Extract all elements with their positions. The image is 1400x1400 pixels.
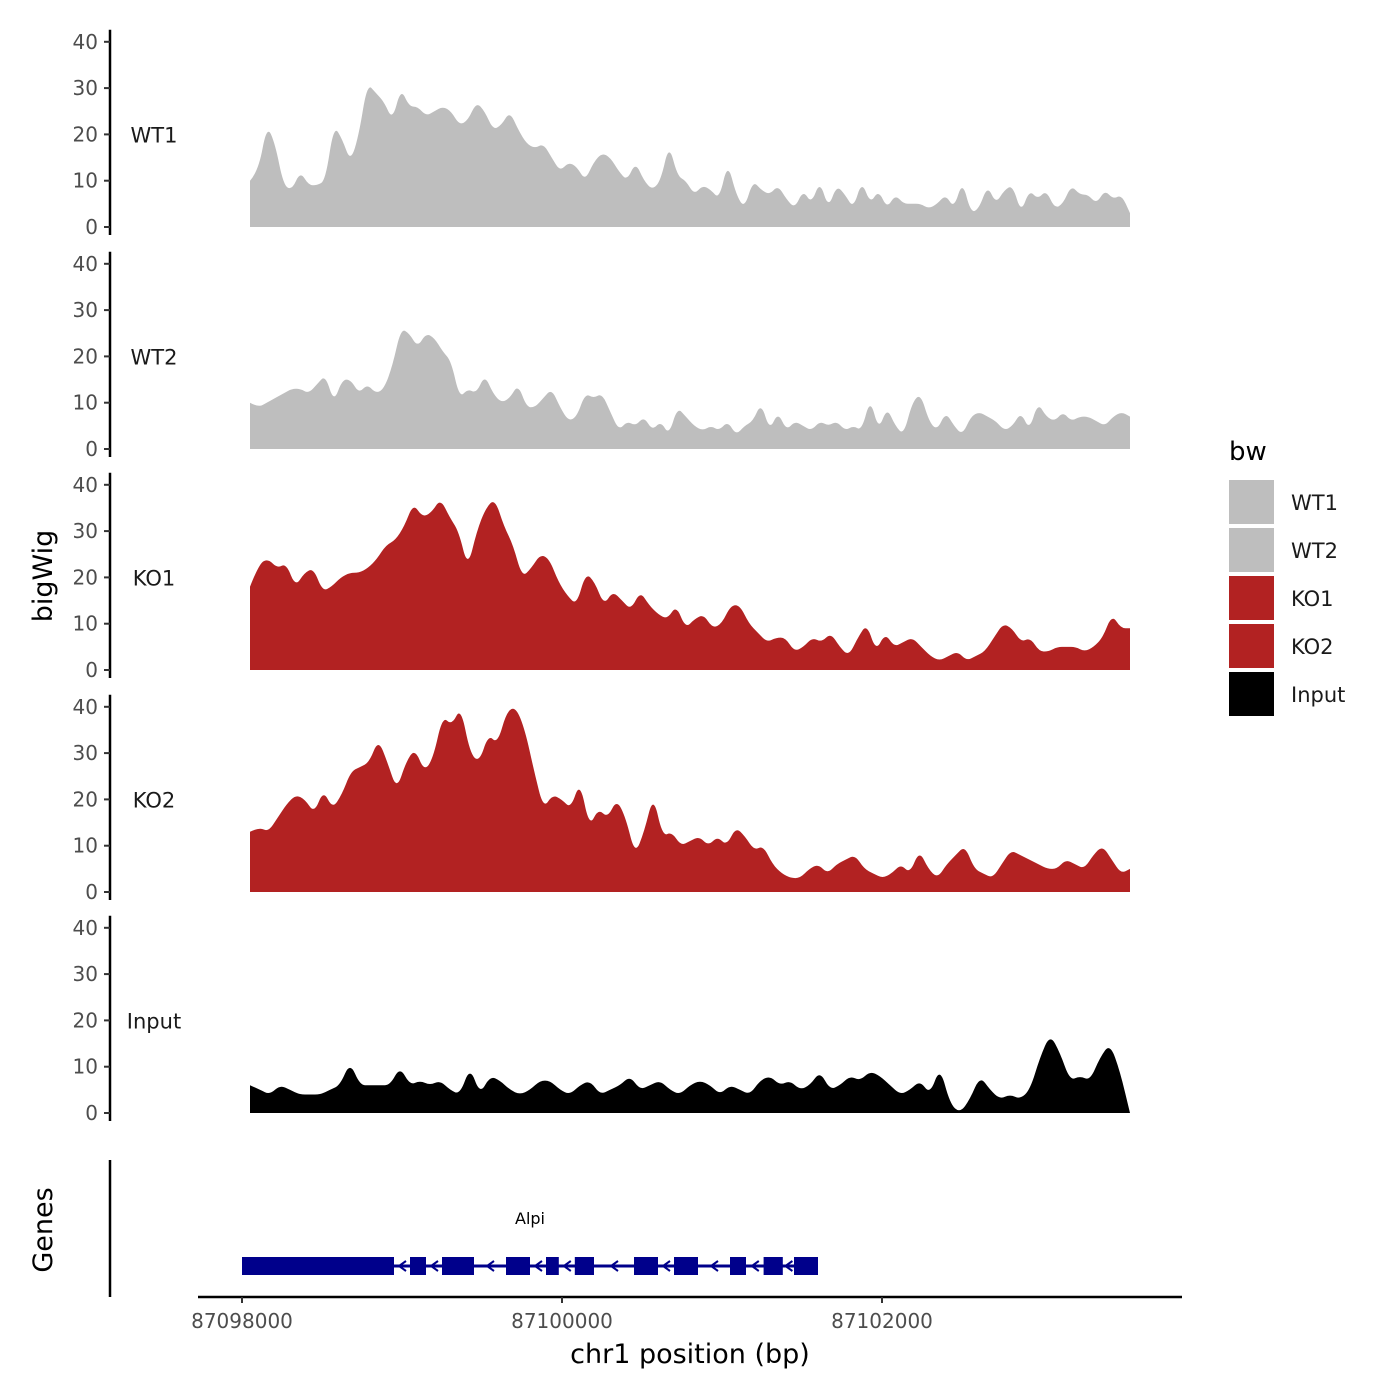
x-tick-label: 87102000 — [831, 1309, 933, 1333]
y-tick-label: 0 — [85, 437, 98, 461]
y-tick-label: 30 — [73, 741, 98, 765]
y-tick-label: 20 — [73, 1008, 98, 1032]
strand-arrow — [562, 1260, 572, 1272]
track-input: 0 10 20 30 40 Input — [73, 915, 1130, 1125]
legend-label: Input — [1291, 683, 1345, 707]
y-tick-label: 20 — [73, 565, 98, 589]
y-tick-label: 20 — [73, 344, 98, 368]
track-area-ko1 — [250, 502, 1130, 670]
track-label: KO2 — [133, 788, 176, 812]
y-tick-label: 10 — [73, 391, 98, 415]
track-wt2: 0 10 20 30 40 WT2 — [73, 252, 1130, 461]
y-tick-label: 10 — [73, 169, 98, 193]
y-tick-label: 0 — [85, 880, 98, 904]
y-tick-label: 40 — [73, 30, 98, 54]
y-tick-label: 0 — [85, 215, 98, 239]
legend: bw WT1 WT2 KO1 KO2 Input — [1229, 437, 1345, 716]
gene-exon — [634, 1257, 658, 1275]
track-label: WT1 — [131, 123, 178, 147]
track-wt1: 0 10 20 30 40 WT1 — [73, 29, 1130, 239]
legend-label: WT1 — [1291, 491, 1338, 515]
y-tick-label: 10 — [73, 1055, 98, 1079]
y-tick-label: 20 — [73, 122, 98, 146]
gene-exon — [242, 1257, 394, 1275]
track-ko1: 0 10 20 30 40 KO1 — [73, 472, 1130, 682]
gene-exon — [574, 1257, 594, 1275]
strand-arrow — [750, 1260, 760, 1272]
legend-key-wt2 — [1229, 528, 1274, 572]
legend-key-ko1 — [1229, 576, 1274, 620]
track-area-input — [250, 1039, 1130, 1113]
gene-exon — [674, 1257, 698, 1275]
y-tick-label: 0 — [85, 1101, 98, 1125]
track-label: KO1 — [133, 566, 176, 590]
genes-axis-title: Genes — [28, 1187, 59, 1272]
gene-exon — [763, 1257, 783, 1275]
track-label: WT2 — [131, 345, 178, 369]
track-label: Input — [127, 1009, 181, 1033]
track-area-wt2 — [250, 330, 1130, 449]
gene-exon — [506, 1257, 530, 1275]
strand-arrow — [397, 1260, 407, 1272]
legend-key-input — [1229, 672, 1274, 716]
strand-arrow — [783, 1260, 793, 1272]
strand-arrow — [709, 1260, 719, 1272]
x-tick-label: 87100000 — [511, 1309, 613, 1333]
y-tick-label: 30 — [73, 519, 98, 543]
legend-key-wt1 — [1229, 480, 1274, 524]
legend-label: WT2 — [1291, 539, 1338, 563]
gene-exon — [442, 1257, 474, 1275]
strand-arrow — [429, 1260, 439, 1272]
x-axis-title: chr1 position (bp) — [570, 1339, 810, 1370]
y-tick-label: 40 — [73, 473, 98, 497]
track-area-ko2 — [250, 708, 1130, 892]
y-tick-label: 40 — [73, 916, 98, 940]
track-area-wt1 — [250, 87, 1130, 227]
y-tick-label: 0 — [85, 658, 98, 682]
legend-label: KO2 — [1291, 635, 1334, 659]
y-axis-title: bigWig — [28, 530, 59, 623]
y-tick-label: 20 — [73, 787, 98, 811]
y-tick-label: 10 — [73, 612, 98, 636]
y-tick-label: 30 — [73, 298, 98, 322]
signal-tracks: 0 10 20 30 40 WT1 0 10 20 30 40 WT2 0 10 20 30 40 KO1 0 10 2… — [73, 29, 1130, 1125]
strand-arrow — [533, 1260, 543, 1272]
legend-key-ko2 — [1229, 624, 1274, 668]
gene-exon — [410, 1257, 426, 1275]
strand-arrow — [661, 1260, 671, 1272]
gene-track: Alpi — [108, 1160, 818, 1297]
y-tick-label: 10 — [73, 834, 98, 858]
strand-arrow — [609, 1260, 619, 1272]
gene-exon — [730, 1257, 746, 1275]
x-tick-label: 87098000 — [191, 1309, 293, 1333]
legend-title: bw — [1229, 437, 1267, 467]
strand-arrow — [485, 1260, 495, 1272]
x-axis: 87098000 87100000 87102000 — [191, 1295, 1182, 1333]
y-tick-label: 30 — [73, 962, 98, 986]
gene-name-label: Alpi — [515, 1209, 545, 1228]
y-tick-label: 40 — [73, 252, 98, 276]
legend-label: KO1 — [1291, 587, 1334, 611]
y-tick-label: 40 — [73, 695, 98, 719]
gene-exon — [546, 1257, 559, 1275]
y-tick-label: 30 — [73, 76, 98, 100]
gene-exon — [794, 1257, 818, 1275]
track-ko2: 0 10 20 30 40 KO2 — [73, 694, 1130, 904]
